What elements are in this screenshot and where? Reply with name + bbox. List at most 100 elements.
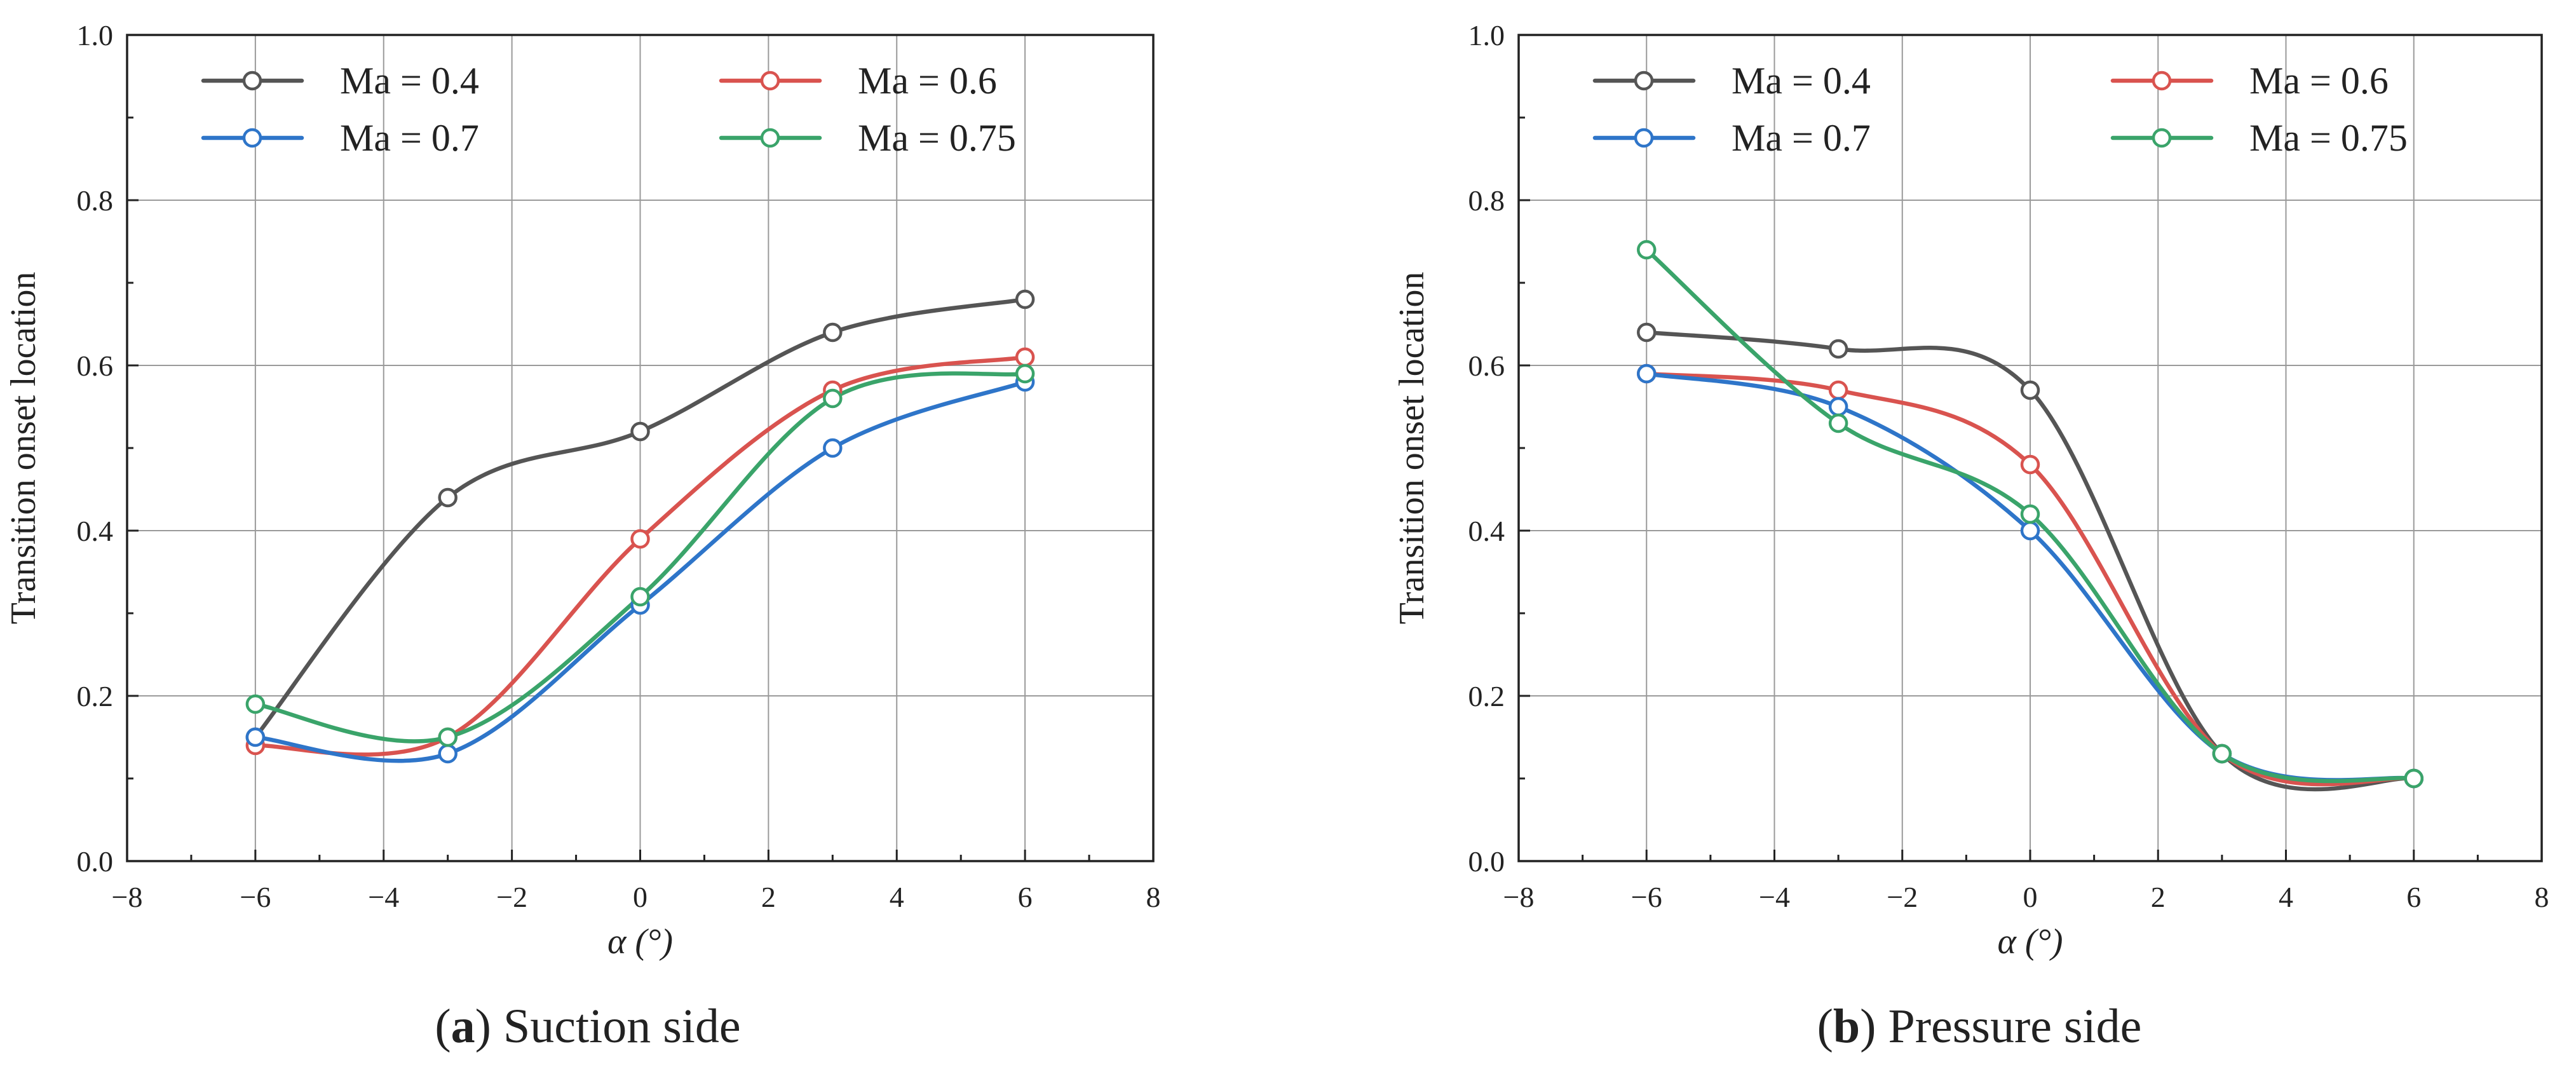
x-tick-label: −6 <box>1631 881 1662 913</box>
x-tick-label: −4 <box>1759 881 1790 913</box>
caption-letter: a <box>451 1000 475 1053</box>
caption-letter: b <box>1833 1000 1860 1053</box>
y-axis-title: Transition onset location <box>1392 272 1432 625</box>
data-point-ma-0-75 <box>2020 504 2040 524</box>
x-tick-label: 8 <box>1146 881 1161 913</box>
data-point-ma-0-7 <box>438 744 458 764</box>
legend: Ma = 0.4 Ma = 0.6 Ma = 0.7 Ma = 0.75 <box>201 60 1016 159</box>
x-tick-label: 4 <box>2279 881 2293 913</box>
caption-paren-open: ( <box>1817 1000 1833 1053</box>
y-tick-label: 1.0 <box>1468 19 1505 51</box>
y-tick-label: 0.8 <box>77 184 114 217</box>
legend: Ma = 0.4 Ma = 0.6 Ma = 0.7 Ma = 0.75 <box>1592 60 2408 159</box>
caption-text: ) Pressure side <box>1860 1000 2141 1053</box>
grid <box>1519 35 2542 861</box>
data-point-ma-0-75 <box>245 694 266 714</box>
x-tick-label: −8 <box>1503 881 1535 913</box>
y-tick-label: 0.2 <box>1468 680 1505 712</box>
data-point-ma-0-6 <box>1015 347 1035 367</box>
x-axis: −8 −6 −4 −2 0 2 4 6 8 <box>112 850 1161 913</box>
suction-side-panel: −8 −6 −4 −2 0 2 4 6 8 0.0 0.2 0.4 0.6 0.8 1.0 α (°) Tran… <box>4 19 1161 1053</box>
data-point-ma-0-4 <box>2020 380 2040 400</box>
x-tick-label: 0 <box>633 881 647 913</box>
data-point-ma-0-4 <box>1828 339 1848 359</box>
series-group <box>1637 240 2423 792</box>
legend-marker-ma-0-7 <box>1634 128 1654 148</box>
y-tick-label: 0.6 <box>77 350 114 382</box>
y-tick-label: 0.4 <box>1468 515 1505 547</box>
legend-marker-ma-0-6 <box>2152 71 2172 91</box>
x-tick-label: −8 <box>112 881 143 913</box>
caption-text: ) Suction side <box>475 1000 741 1053</box>
y-tick-label: 0.2 <box>77 680 114 712</box>
legend-label-ma-0-75: Ma = 0.75 <box>2249 117 2408 159</box>
data-point-ma-0-4 <box>438 487 458 508</box>
y-axis: 0.0 0.2 0.4 0.6 0.8 1.0 <box>1468 19 1530 878</box>
x-tick-label: 0 <box>2023 881 2038 913</box>
data-point-ma-0-4 <box>1015 289 1035 309</box>
data-point-ma-0-75 <box>1828 413 1848 433</box>
x-tick-label: 4 <box>890 881 904 913</box>
legend-label-ma-0-4: Ma = 0.4 <box>1732 60 1871 102</box>
data-point-ma-0-75 <box>823 388 843 409</box>
x-tick-label: 2 <box>2151 881 2166 913</box>
x-axis-title: α (°) <box>1997 922 2063 962</box>
x-tick-label: 8 <box>2535 881 2549 913</box>
x-tick-label: −6 <box>240 881 271 913</box>
legend-marker-ma-0-7 <box>242 128 262 148</box>
data-point-ma-0-75 <box>630 587 650 607</box>
y-tick-label: 0.4 <box>77 515 114 547</box>
legend-marker-ma-0-4 <box>242 71 262 91</box>
legend-marker-ma-0-75 <box>2152 128 2172 148</box>
grid <box>127 35 1153 861</box>
y-axis: 0.0 0.2 0.4 0.6 0.8 1.0 <box>77 19 139 878</box>
series-line-ma-0-4 <box>1644 330 2417 792</box>
y-tick-label: 0.8 <box>1468 184 1505 217</box>
legend-label-ma-0-7: Ma = 0.7 <box>340 117 479 159</box>
x-tick-label: 6 <box>1018 881 1033 913</box>
legend-label-ma-0-6: Ma = 0.6 <box>2249 60 2389 102</box>
data-point-ma-0-7 <box>1828 397 1848 417</box>
y-tick-label: 1.0 <box>77 19 114 51</box>
data-point-ma-0-7 <box>245 727 266 747</box>
data-point-ma-0-6 <box>2020 454 2040 475</box>
data-point-ma-0-7 <box>2020 520 2040 541</box>
panel-caption: (b) Pressure side <box>1817 1000 2142 1053</box>
y-tick-label: 0.6 <box>1468 350 1505 382</box>
x-axis-title: α (°) <box>607 922 673 962</box>
legend-marker-ma-0-4 <box>1634 71 1654 91</box>
caption-paren-open: ( <box>435 1000 451 1053</box>
data-point-ma-0-75 <box>1637 240 1657 260</box>
data-point-ma-0-4 <box>630 421 650 442</box>
data-point-ma-0-4 <box>1637 322 1657 343</box>
y-tick-label: 0.0 <box>1468 845 1505 878</box>
x-tick-label: 6 <box>2406 881 2421 913</box>
panel-caption: (a) Suction side <box>435 1000 740 1053</box>
y-tick-label: 0.0 <box>77 845 114 878</box>
data-point-ma-0-4 <box>823 322 843 343</box>
y-axis-title: Transition onset location <box>4 272 43 625</box>
series-group <box>245 289 1035 764</box>
data-point-ma-0-7 <box>823 438 843 458</box>
data-point-ma-0-7 <box>1637 364 1657 384</box>
x-axis: −8 −6 −4 −2 0 2 4 6 8 <box>1503 850 2549 913</box>
data-point-ma-0-75 <box>2212 744 2232 764</box>
legend-marker-ma-0-75 <box>760 128 780 148</box>
x-tick-label: 2 <box>761 881 776 913</box>
data-point-ma-0-75 <box>438 727 458 747</box>
data-point-ma-0-75 <box>1015 364 1035 384</box>
legend-marker-ma-0-6 <box>760 71 780 91</box>
x-tick-label: −4 <box>368 881 399 913</box>
x-tick-label: −2 <box>496 881 527 913</box>
pressure-side-panel: −8 −6 −4 −2 0 2 4 6 8 0.0 0.2 0.4 0.6 0.8 1.0 α (°) Tran… <box>1392 19 2549 1053</box>
data-point-ma-0-75 <box>2404 768 2423 789</box>
legend-label-ma-0-7: Ma = 0.7 <box>1732 117 1871 159</box>
data-point-ma-0-6 <box>630 529 650 549</box>
legend-label-ma-0-4: Ma = 0.4 <box>340 60 479 102</box>
x-tick-label: −2 <box>1887 881 1918 913</box>
legend-label-ma-0-6: Ma = 0.6 <box>858 60 997 102</box>
legend-label-ma-0-75: Ma = 0.75 <box>858 117 1016 159</box>
series-line-ma-0-4 <box>253 297 1027 740</box>
data-point-ma-0-6 <box>1828 380 1848 400</box>
